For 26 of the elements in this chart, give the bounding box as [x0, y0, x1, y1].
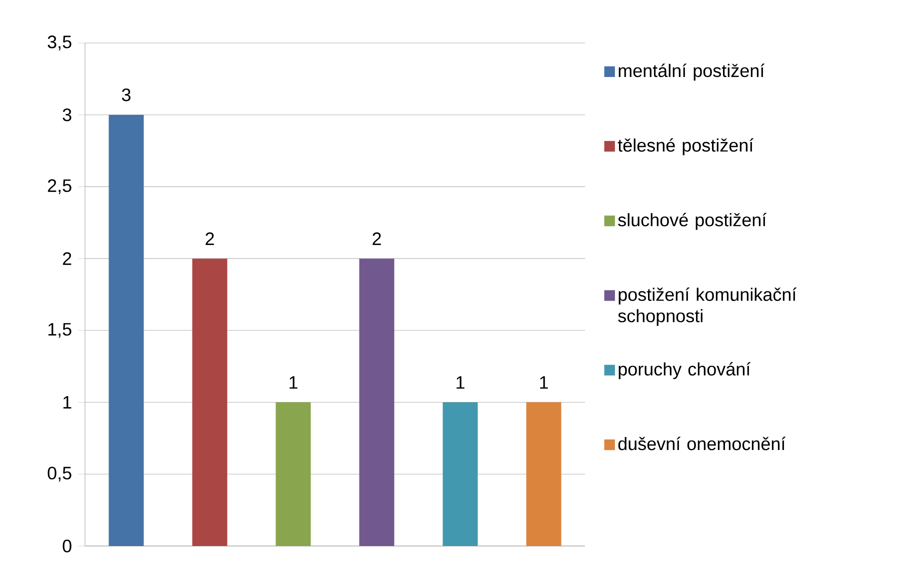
data-label: 3 — [122, 88, 130, 102]
legend-label: mentální postižení — [618, 64, 765, 81]
data-label: 1 — [540, 376, 548, 389]
legend-label: sluchové postižení — [618, 212, 767, 230]
y-tick-label: 3,5 — [48, 36, 72, 50]
legend-label: duševní onemocnění — [618, 436, 786, 450]
bar — [359, 258, 394, 546]
y-tick-label: 2 — [62, 252, 72, 265]
bar — [192, 258, 228, 546]
data-label: 2 — [372, 232, 381, 245]
y-tick-label: 0 — [62, 540, 72, 552]
data-label: 1 — [456, 376, 464, 389]
y-tick-label: 1,5 — [48, 323, 72, 338]
legend-label: postižení komunikační schopnosti — [618, 288, 797, 326]
data-label: 1 — [290, 376, 298, 389]
y-tick-label: 1 — [63, 396, 72, 408]
y-tick-label: 3 — [62, 108, 72, 122]
bar — [276, 402, 311, 546]
bar — [108, 114, 144, 546]
legend-label: poruchy chování — [618, 362, 751, 380]
legend-label: tělesné postižení — [618, 138, 754, 156]
bar — [442, 402, 478, 546]
y-tick-label: 2,5 — [48, 179, 72, 194]
y-tick-label: 0,5 — [48, 466, 72, 482]
bar — [526, 402, 562, 546]
data-label: 2 — [206, 232, 214, 245]
